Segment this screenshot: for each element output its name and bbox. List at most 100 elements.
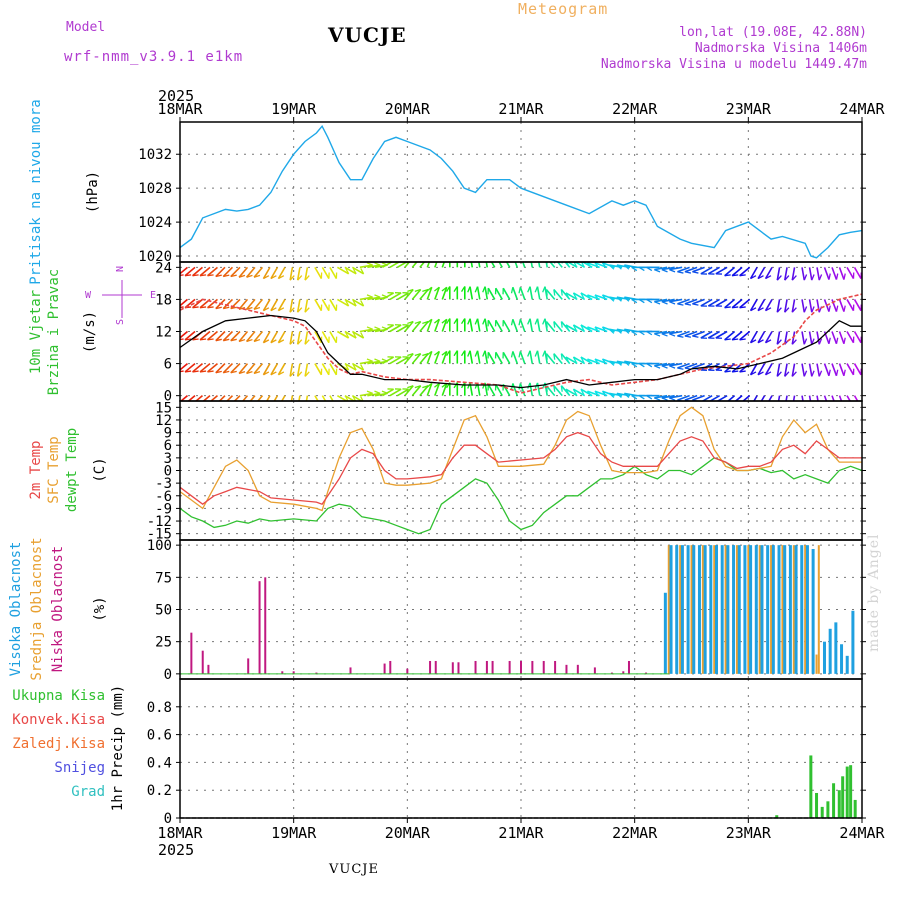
wind-arrow: [470, 262, 474, 268]
wind-arrow-head: [631, 395, 638, 400]
wind-arrow-head: [646, 298, 653, 304]
wind-arrow: [314, 395, 319, 401]
wind-arrow-head: [238, 338, 246, 343]
wind-arrow: [270, 363, 279, 376]
wind-arrow-head: [366, 262, 373, 266]
precip-bar: [815, 792, 819, 818]
wind-arrow-head: [545, 321, 548, 328]
wind-arrow: [180, 266, 189, 275]
wind-arrow-head: [542, 350, 546, 357]
wind-arrow: [396, 292, 409, 301]
wind-arrow-head: [215, 338, 222, 342]
cloud-bar-low: [190, 632, 193, 674]
x-tick-label-top: 21MAR: [498, 100, 544, 118]
wind-arrow: [553, 353, 563, 365]
cloud-bar-low: [622, 671, 625, 674]
wind-arrow-head: [535, 255, 537, 261]
wind-arrow-head: [631, 266, 638, 272]
y-tick-label: 24: [155, 260, 172, 276]
wind-arrow-head: [528, 255, 530, 261]
wind-arrow: [661, 330, 675, 335]
cloud-bar-low: [627, 660, 630, 674]
lonlat-text: lon,lat (19.08E, 42.88N): [679, 25, 867, 40]
wind-arrow: [784, 299, 788, 313]
wind-arrow-head: [482, 350, 486, 357]
wind-arrow: [277, 363, 286, 376]
wind-arrow: [684, 330, 698, 337]
wind-arrow: [616, 296, 630, 301]
wind-arrow: [245, 363, 256, 375]
wind-arrow: [484, 286, 489, 300]
wind-arrow: [731, 330, 743, 341]
wind-arrow: [861, 299, 862, 302]
cloud-bar-low: [457, 662, 460, 674]
wind-arrow-head: [792, 404, 796, 409]
wind-arrow-head: [765, 339, 772, 344]
wind-arrow-head: [565, 388, 570, 395]
wind-arrow: [485, 262, 489, 268]
pressure-axis-title: Pritisak na nivou mora: [28, 99, 44, 284]
y-tick-label: 75: [155, 570, 172, 586]
wind-arrow: [184, 330, 196, 341]
wind-arrow: [476, 350, 481, 364]
cloud-bar-high: [788, 545, 792, 674]
wind-arrow: [514, 262, 519, 268]
wind-arrow: [270, 331, 279, 344]
wind-arrow: [757, 299, 766, 312]
wind-arrow: [277, 331, 286, 344]
wind-arrow: [700, 266, 713, 275]
wind-arrow-head: [573, 262, 577, 267]
wind-arrow: [545, 262, 549, 268]
wind-arrow: [426, 319, 433, 332]
wind-arrow: [359, 264, 373, 269]
wind-arrow-head: [616, 296, 622, 302]
wind-arrow: [230, 363, 241, 374]
wind-arrow: [187, 395, 196, 401]
wind-arrow-head: [518, 287, 521, 294]
wind-arrow-head: [246, 371, 253, 375]
y-tick-label: 0.4: [147, 755, 172, 771]
y-tick-label: 50: [155, 603, 172, 619]
wind-arrow: [290, 395, 294, 401]
wind-arrow: [199, 266, 211, 277]
wind-arrow-head: [828, 273, 831, 280]
cloud-bar-high: [822, 641, 826, 674]
wind-arrow-head: [238, 306, 246, 310]
y-tick-label: 100: [147, 538, 172, 554]
wind-arrow: [180, 298, 189, 307]
wind-arrow-head: [784, 307, 790, 313]
precip-bar: [775, 815, 779, 818]
cloud-bar-mid: [724, 545, 727, 674]
y-tick-label: 0.8: [147, 700, 172, 716]
wind-arrow-head: [512, 255, 513, 261]
wind-arrow: [502, 319, 511, 332]
cloud-bar-low: [247, 658, 250, 674]
wind-arrow-head: [646, 363, 653, 368]
wind-arrow: [553, 321, 563, 333]
wind-arrow: [565, 388, 578, 397]
panel-frame-pressure: [179, 121, 863, 263]
meteogram-label: Meteogram: [518, 0, 609, 18]
wind-arrow-head: [594, 262, 600, 269]
wind-arrow-head: [246, 338, 253, 343]
wind-arrow-head: [263, 307, 270, 312]
wind-arrow-head: [184, 338, 192, 341]
wind-arrow-head: [407, 320, 414, 325]
wind-arrow-head: [510, 319, 514, 326]
wind-arrow: [791, 299, 796, 313]
wind-arrow: [351, 266, 365, 275]
cloud-bar-high: [669, 545, 673, 674]
wind-arrow: [206, 298, 218, 309]
wind-arrow-head: [572, 292, 577, 299]
temp-axis-title-2: dewpt Temp: [64, 428, 80, 512]
wind-arrow-head: [732, 306, 739, 309]
wind-arrow: [411, 288, 422, 300]
wind-arrow-head: [757, 307, 764, 312]
wind-arrow: [426, 383, 433, 396]
wind-arrow: [749, 299, 758, 312]
wind-arrow-head: [757, 371, 764, 376]
wind-arrow: [749, 363, 758, 376]
wind-arrow: [502, 287, 511, 300]
wind-arrow: [846, 331, 855, 344]
y-tick-label: 6: [164, 357, 172, 373]
